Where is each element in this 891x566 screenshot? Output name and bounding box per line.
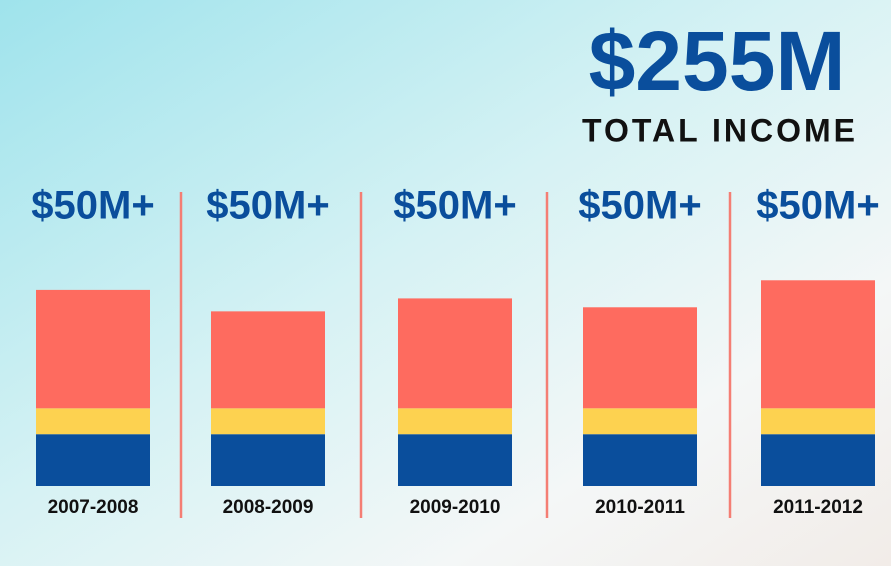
x-tick-label: 2009-2010 [410, 497, 501, 518]
column-label: $50M+ [393, 184, 516, 228]
column-label: $50M+ [206, 184, 329, 228]
dividers [179, 192, 732, 518]
column-label: $50M+ [578, 184, 701, 228]
bar-segment [36, 434, 150, 486]
bar-segment [211, 408, 325, 435]
column-label: $50M+ [756, 184, 879, 228]
bar-segment [36, 408, 150, 435]
bar-segment [583, 408, 697, 435]
chart-subtitle: TOTAL INCOME [582, 112, 858, 148]
bar-segment [761, 408, 875, 435]
x-tick-label: 2011-2012 [773, 497, 863, 518]
x-tick-label: 2008-2009 [223, 497, 314, 518]
chart-title: $255M [589, 14, 846, 108]
bar-segment [761, 280, 875, 409]
bar-segment [211, 434, 325, 486]
bar-segment [583, 434, 697, 486]
x-tick-label: 2007-2008 [48, 497, 139, 518]
bar-segment [761, 434, 875, 486]
column-label: $50M+ [31, 184, 154, 228]
bar-segment [398, 298, 512, 409]
bar-segment [211, 311, 325, 409]
bar-segment [398, 408, 512, 435]
x-tick-label: 2010-2011 [595, 497, 685, 518]
bar-segment [583, 307, 697, 409]
bar-segment [398, 434, 512, 486]
bar-segment [36, 289, 150, 409]
